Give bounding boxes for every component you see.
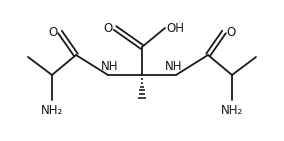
Text: NH₂: NH₂ bbox=[221, 103, 243, 116]
Text: NH: NH bbox=[101, 60, 119, 73]
Text: OH: OH bbox=[166, 21, 184, 35]
Text: O: O bbox=[226, 26, 236, 38]
Text: O: O bbox=[48, 26, 58, 38]
Text: O: O bbox=[103, 21, 113, 35]
Text: NH₂: NH₂ bbox=[41, 103, 63, 116]
Text: NH: NH bbox=[165, 60, 183, 73]
